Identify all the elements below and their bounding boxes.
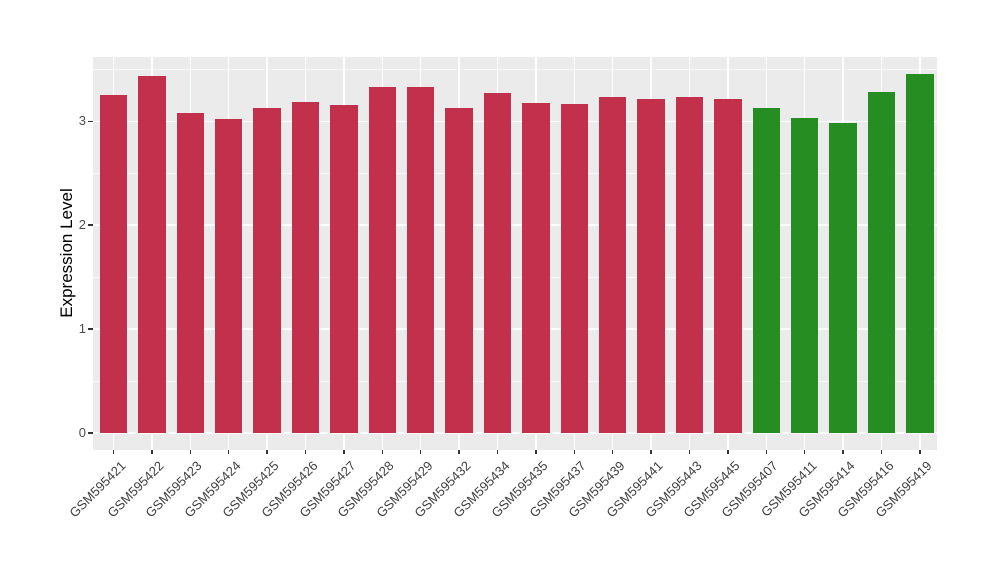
gridline-major bbox=[93, 328, 937, 330]
y-tick-mark bbox=[88, 224, 93, 226]
x-tick-mark bbox=[227, 450, 230, 454]
y-tick-label: 1 bbox=[78, 321, 86, 337]
y-tick-label: 2 bbox=[78, 217, 86, 233]
x-tick-mark bbox=[343, 450, 345, 454]
bar bbox=[752, 107, 781, 433]
x-tick-mark bbox=[304, 450, 307, 454]
x-tick-mark bbox=[381, 450, 384, 454]
bar bbox=[445, 107, 473, 433]
gridline-minor bbox=[93, 68, 937, 70]
bar bbox=[368, 87, 397, 433]
bar bbox=[99, 95, 128, 433]
bar bbox=[483, 93, 512, 433]
bar bbox=[867, 92, 896, 433]
plot-panel bbox=[93, 57, 937, 450]
y-axis-title-text: Expression Level bbox=[57, 188, 76, 318]
bar bbox=[598, 97, 627, 433]
bar bbox=[829, 123, 857, 433]
x-tick-mark bbox=[688, 450, 691, 454]
x-tick-mark bbox=[765, 450, 768, 454]
bar bbox=[790, 118, 819, 433]
x-tick-mark bbox=[112, 450, 115, 454]
bar bbox=[138, 75, 166, 433]
gridline-major bbox=[93, 224, 937, 226]
bar bbox=[714, 99, 742, 433]
y-tick-mark bbox=[88, 328, 93, 330]
x-tick-mark bbox=[151, 450, 153, 454]
x-tick-mark bbox=[573, 450, 576, 454]
bar bbox=[906, 73, 934, 433]
gridline-minor bbox=[93, 276, 937, 278]
bar bbox=[330, 104, 358, 433]
x-tick-mark bbox=[650, 450, 652, 454]
bar bbox=[675, 97, 704, 433]
x-tick-mark bbox=[880, 450, 883, 454]
y-tick-label: 3 bbox=[78, 113, 86, 129]
x-tick-mark bbox=[496, 450, 499, 454]
x-tick-mark bbox=[266, 450, 268, 454]
gridline-minor bbox=[93, 172, 937, 174]
x-tick-mark bbox=[189, 450, 192, 454]
y-tick-mark bbox=[88, 120, 93, 123]
x-tick-mark bbox=[803, 450, 806, 454]
x-tick-mark bbox=[611, 450, 614, 454]
bar bbox=[291, 101, 320, 433]
bar bbox=[214, 119, 243, 433]
x-tick-mark bbox=[535, 450, 537, 454]
x-tick-mark bbox=[419, 450, 422, 454]
x-tick-mark bbox=[919, 450, 921, 454]
x-tick-mark bbox=[842, 450, 844, 454]
bar bbox=[560, 103, 589, 433]
gridline-minor bbox=[93, 380, 937, 382]
gridline-major bbox=[93, 120, 937, 123]
bar bbox=[176, 113, 205, 433]
bar bbox=[253, 107, 281, 433]
y-tick-mark bbox=[88, 432, 93, 434]
gridline-major bbox=[93, 432, 937, 434]
bar bbox=[522, 102, 550, 433]
y-tick-label: 0 bbox=[78, 425, 86, 440]
x-tick-mark bbox=[458, 450, 460, 454]
x-tick-mark bbox=[727, 450, 729, 454]
bar bbox=[406, 87, 435, 433]
bar bbox=[637, 99, 665, 433]
